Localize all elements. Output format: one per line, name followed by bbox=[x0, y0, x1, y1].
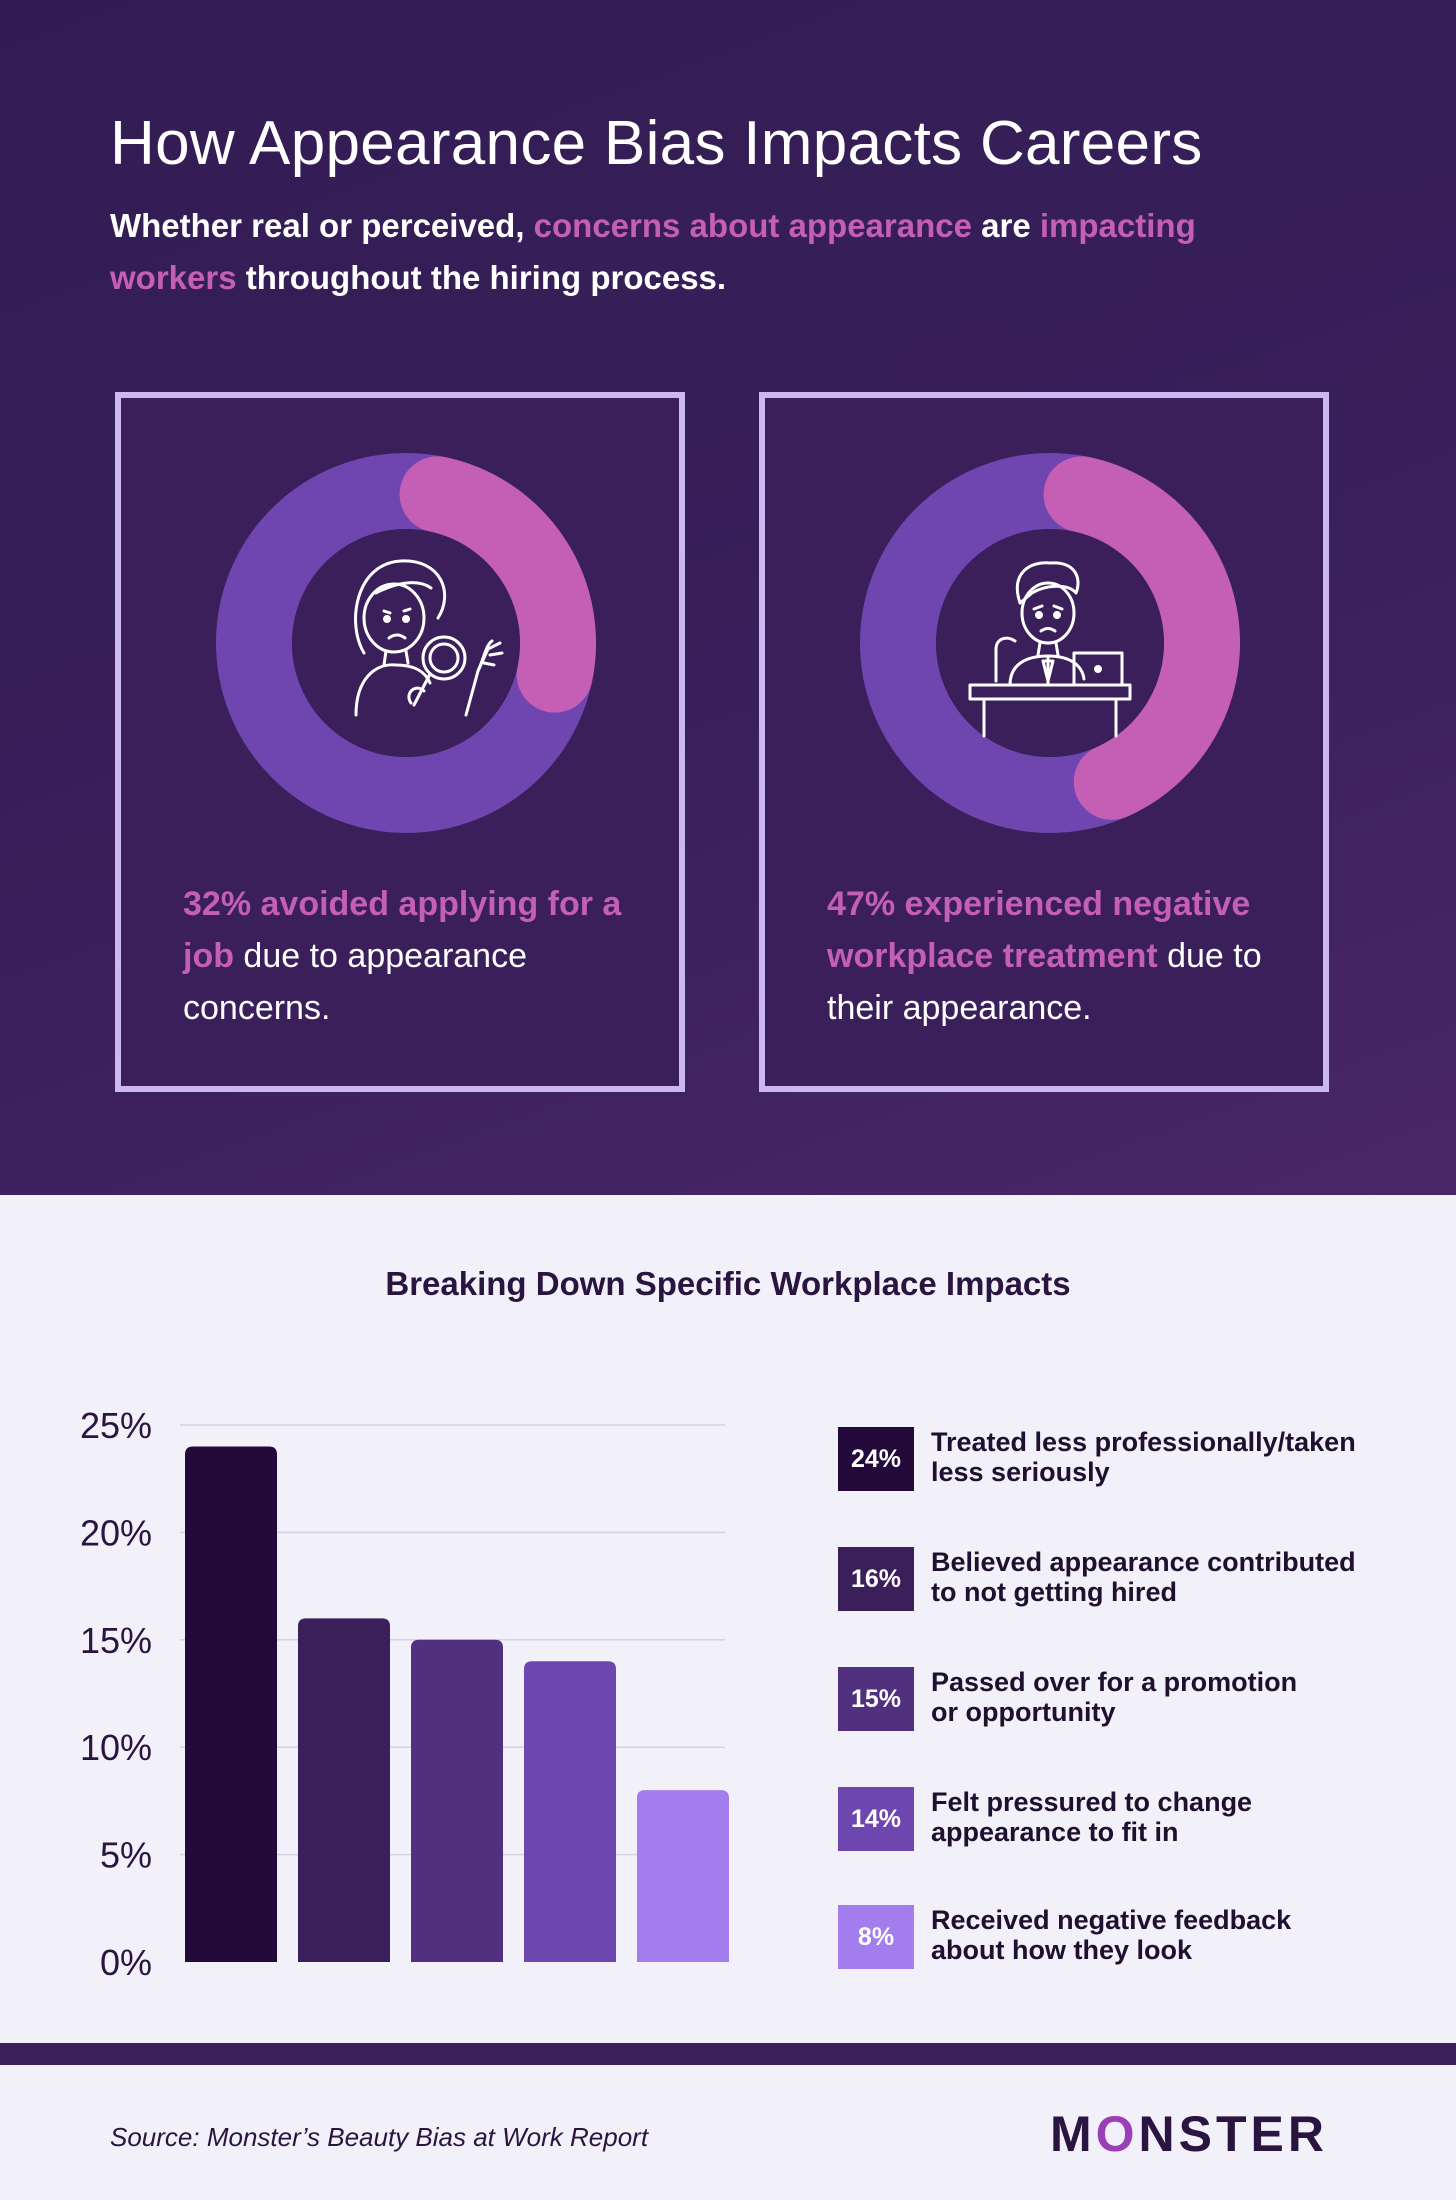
logo-letter: M bbox=[1049, 2106, 1096, 2162]
legend-label-line: less seriously bbox=[931, 1457, 1110, 1487]
monster-logo: MONSTER bbox=[1050, 2105, 1328, 2163]
legend-value-badge: 16% bbox=[838, 1547, 914, 1611]
bar-5 bbox=[637, 1790, 729, 1962]
legend-label: Treated less professionally/taken less se… bbox=[931, 1427, 1401, 1487]
stat-card-negative-treatment: 47% experienced negative workplace treat… bbox=[759, 392, 1329, 1092]
legend-value-badge: 24% bbox=[838, 1427, 914, 1491]
legend-value-badge: 14% bbox=[838, 1787, 914, 1851]
legend-label-line: Received negative feedback bbox=[931, 1905, 1292, 1935]
card-stat-text: 32% avoided applying for a job due to ap… bbox=[183, 878, 643, 1034]
legend-item: 15% Passed over for a promotion or opportu… bbox=[838, 1665, 1398, 1735]
y-tick-label: 0% bbox=[100, 1942, 152, 1983]
y-tick-label: 25% bbox=[80, 1405, 152, 1446]
subtitle-part: Whether real or perceived, bbox=[110, 207, 534, 244]
legend-label: Believed appearance contributed to not ge… bbox=[931, 1547, 1401, 1607]
subtitle-part: are bbox=[971, 207, 1040, 244]
donut-arc-32 bbox=[399, 456, 596, 713]
card-stat-highlight: 47% experienced negative workplace treat… bbox=[827, 885, 1251, 975]
legend-label: Felt pressured to change appearance to fi… bbox=[931, 1787, 1401, 1847]
stat-card-avoided-applying: 32% avoided applying for a job due to ap… bbox=[115, 392, 685, 1092]
man-at-laptop-icon bbox=[968, 561, 1132, 738]
footer-divider bbox=[0, 2043, 1456, 2065]
legend-item: 24% Treated less professionally/taken less… bbox=[838, 1425, 1398, 1495]
subtitle-highlight: concerns about appearance bbox=[533, 207, 972, 244]
legend-label-line: or opportunity bbox=[931, 1697, 1116, 1727]
bar-3 bbox=[411, 1639, 503, 1962]
legend-label-line: Treated less professionally/taken bbox=[931, 1427, 1356, 1457]
page-title: How Appearance Bias Impacts Careers bbox=[110, 109, 1203, 178]
hero-section: How Appearance Bias Impacts Careers Whet… bbox=[0, 0, 1456, 1195]
chart-title: Breaking Down Specific Workplace Impacts bbox=[385, 1265, 1071, 1302]
donut-arc-47 bbox=[1043, 456, 1240, 820]
y-tick-label: 10% bbox=[80, 1727, 152, 1768]
donut-center bbox=[292, 529, 520, 757]
legend-label-line: Passed over for a promotion bbox=[931, 1667, 1298, 1697]
legend-label: Passed over for a promotion or opportunit… bbox=[931, 1667, 1401, 1727]
page-subtitle: Whether real or perceived, concerns abou… bbox=[110, 200, 1260, 304]
subtitle-part: throughout the hiring process. bbox=[236, 259, 727, 296]
bar-1 bbox=[185, 1446, 277, 1962]
card-stat-highlight: 32% avoided applying for a job bbox=[183, 885, 622, 975]
legend-item: 16% Believed appearance contributed to not… bbox=[838, 1545, 1398, 1615]
legend-label: Received negative feedback about how they… bbox=[931, 1905, 1401, 1965]
legend-value-badge: 8% bbox=[838, 1905, 914, 1969]
bar-2 bbox=[298, 1618, 390, 1962]
logo-letters: NSTER bbox=[1138, 2106, 1328, 2162]
legend-label-line: Believed appearance contributed bbox=[931, 1547, 1356, 1577]
woman-magnifying-glass-icon bbox=[354, 559, 504, 717]
bar-4 bbox=[524, 1661, 616, 1962]
card-stat-rest: due to their appearance. bbox=[827, 937, 1262, 1027]
card-stat-rest: due to appearance concerns. bbox=[183, 937, 528, 1027]
legend-value-badge: 15% bbox=[838, 1667, 914, 1731]
legend-item: 8% Received negative feedback about how th… bbox=[838, 1903, 1398, 1973]
card-stat-text: 47% experienced negative workplace treat… bbox=[827, 878, 1287, 1034]
y-tick-label: 5% bbox=[100, 1835, 152, 1876]
legend-label-line: Felt pressured to change bbox=[931, 1787, 1253, 1817]
legend-label-line: to not getting hired bbox=[931, 1577, 1177, 1607]
subtitle-highlight: impacting workers bbox=[110, 207, 1196, 296]
y-tick-label: 20% bbox=[80, 1512, 152, 1553]
bar-chart: 0% 5% 10% 15% 20% 25% bbox=[80, 1405, 729, 1983]
source-citation: Source: Monster’s Beauty Bias at Work Re… bbox=[110, 2122, 649, 2152]
legend-label-line: about how they look bbox=[931, 1935, 1192, 1965]
logo-letter-o: O bbox=[1095, 2106, 1139, 2162]
donut-chart-47 bbox=[860, 453, 1240, 833]
y-tick-label: 15% bbox=[80, 1620, 152, 1661]
legend-item: 14% Felt pressured to change appearance to… bbox=[838, 1785, 1398, 1855]
donut-chart-32 bbox=[216, 453, 596, 833]
legend-label-line: appearance to fit in bbox=[931, 1817, 1179, 1847]
